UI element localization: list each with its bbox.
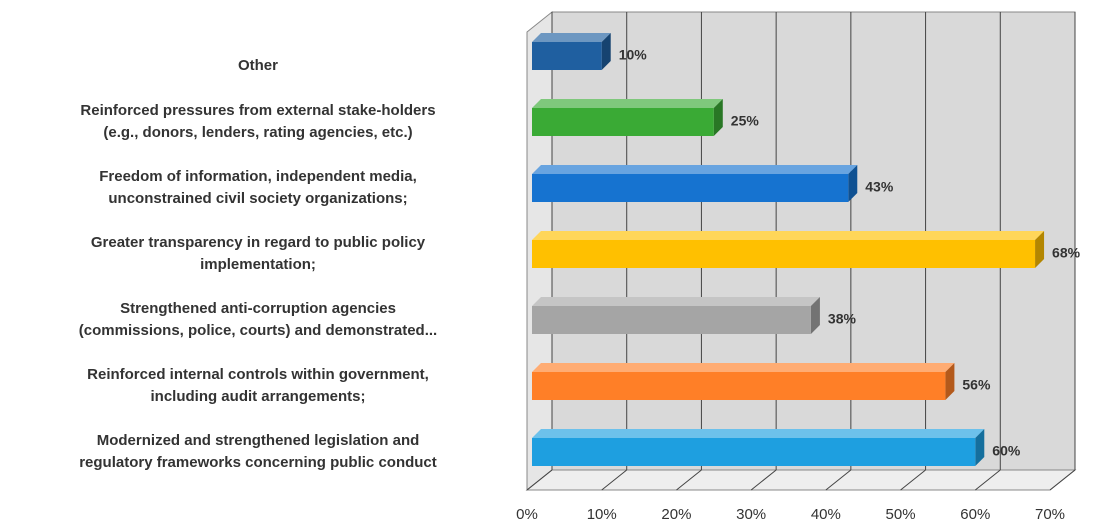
bar-side	[713, 99, 723, 136]
bar-top	[532, 231, 1045, 240]
floor-grid-line	[1049, 469, 1076, 491]
bar-top	[532, 33, 611, 42]
y-tick-label: Reinforced internal controls within gove…	[87, 366, 429, 383]
y-tick-label: Reinforced pressures from external stake…	[80, 102, 435, 119]
y-tick-label: implementation;	[200, 256, 316, 273]
x-tick-label: 60%	[960, 506, 990, 523]
y-tick-label: unconstrained civil society organization…	[108, 190, 407, 207]
floor-grid-line	[601, 469, 628, 491]
bar-side	[601, 33, 611, 70]
bar-top	[532, 99, 723, 108]
x-tick-label: 10%	[587, 506, 617, 523]
data-label: 25%	[731, 113, 760, 129]
y-tick-label: (commissions, police, courts) and demons…	[79, 322, 437, 339]
bar	[532, 306, 811, 334]
y-tick-label: regulatory frameworks concerning public …	[79, 454, 437, 471]
y-tick-label: (e.g., donors, lenders, rating agencies,…	[103, 124, 412, 141]
bar-top	[532, 429, 985, 438]
x-tick-label: 20%	[661, 506, 691, 523]
data-label: 43%	[865, 179, 894, 195]
x-tick-label: 30%	[736, 506, 766, 523]
y-tick-label: including audit arrangements;	[150, 388, 365, 405]
floor-grid-line	[750, 469, 777, 491]
data-label: 68%	[1052, 245, 1081, 261]
floor-grid-line	[900, 469, 926, 491]
y-tick-label: Greater transparency in regard to public…	[91, 234, 426, 251]
bar-top	[532, 363, 955, 372]
x-tick-label: 70%	[1035, 506, 1065, 523]
floor	[525, 469, 1077, 491]
bar-side	[1035, 231, 1045, 268]
bar-top	[532, 297, 820, 306]
x-tick-label: 40%	[811, 506, 841, 523]
data-label: 38%	[828, 311, 857, 327]
floor-grid-line	[974, 469, 1001, 491]
data-label: 10%	[619, 47, 648, 63]
bar-top	[532, 165, 858, 174]
x-tick-label: 0%	[516, 506, 538, 523]
y-tick-label: Strengthened anti-corruption agencies	[120, 300, 396, 317]
x-tick-label: 50%	[886, 506, 916, 523]
data-label: 60%	[992, 443, 1021, 459]
bar	[532, 372, 946, 400]
bar	[532, 108, 714, 136]
y-tick-label: Modernized and strengthened legislation …	[97, 432, 420, 449]
floor-grid-line	[526, 469, 553, 491]
floor-grid-line	[825, 469, 852, 491]
bar	[532, 438, 976, 466]
bar-side	[848, 165, 858, 202]
floor-grid-line	[676, 469, 702, 491]
bar-side	[810, 297, 820, 334]
bar	[532, 42, 602, 70]
bar-side	[945, 363, 955, 400]
bar	[532, 174, 849, 202]
y-tick-label: Freedom of information, independent medi…	[99, 168, 417, 185]
y-tick-label: Other	[238, 57, 278, 74]
data-label: 56%	[962, 377, 991, 393]
bar-side	[975, 429, 985, 466]
bar	[532, 240, 1036, 268]
